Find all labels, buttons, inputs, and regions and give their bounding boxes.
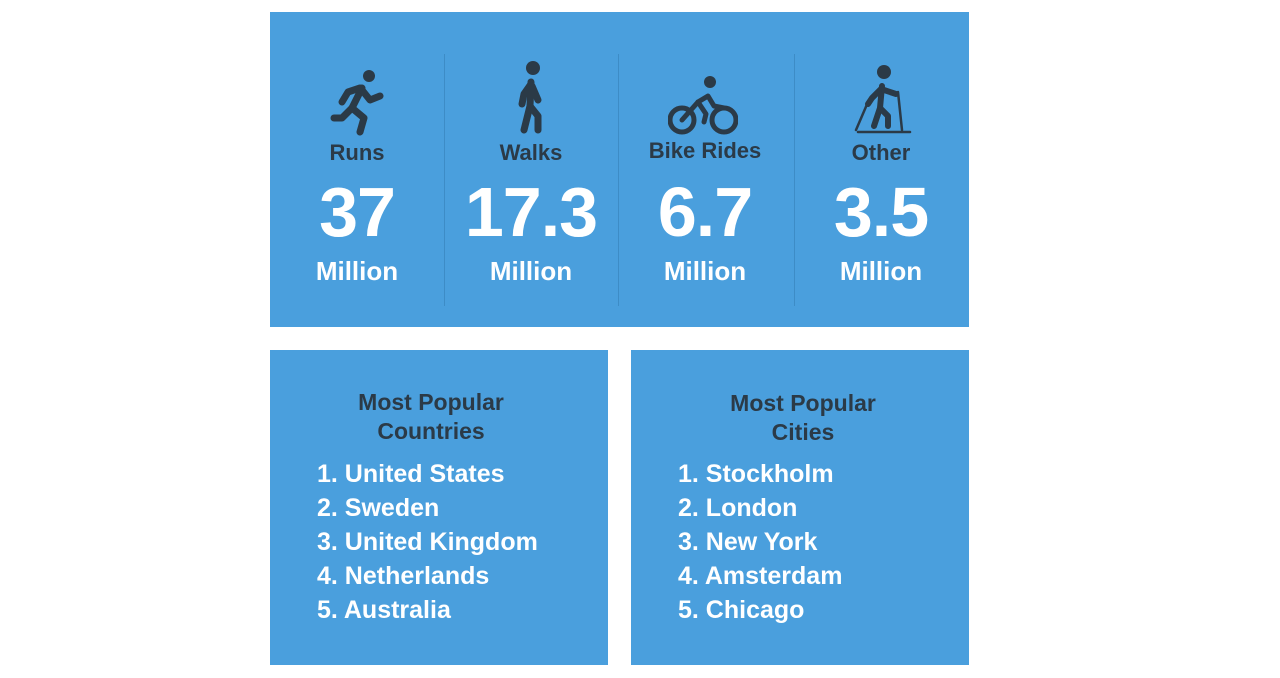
stat-label: Walks xyxy=(499,140,563,165)
bike-icon xyxy=(668,76,738,135)
title-line: Cities xyxy=(771,419,835,445)
walk-icon xyxy=(518,61,542,134)
stat-value: 37 xyxy=(319,173,396,251)
list-item: 3. New York xyxy=(678,528,818,556)
stat-label: Runs xyxy=(329,140,385,165)
list-item: 1. Stockholm xyxy=(678,460,834,488)
list-item: 1. United States xyxy=(317,460,505,488)
stat-unit: Million xyxy=(489,256,573,286)
stat-label: Bike Rides xyxy=(648,138,762,163)
list-item: 4. Netherlands xyxy=(317,562,490,590)
ranked-list: 1. Stockholm 2. London 3. New York 4. Am… xyxy=(678,457,842,627)
stat-unit: Million xyxy=(839,256,923,286)
list-item: 5. Australia xyxy=(317,596,451,624)
title-line: Most Popular xyxy=(358,389,504,415)
ranked-list: 1. United States 2. Sweden 3. United Kin… xyxy=(317,457,538,627)
stat-walks: Walks 17.3 Million xyxy=(444,12,618,327)
separator xyxy=(444,54,445,306)
list-item: 4. Amsterdam xyxy=(678,562,843,590)
run-icon xyxy=(330,70,384,136)
countries-panel: Most Popular Countries 1. United States … xyxy=(270,350,608,665)
stat-value: 3.5 xyxy=(833,173,929,251)
list-item: 5. Chicago xyxy=(678,596,805,624)
ski-icon xyxy=(854,65,912,134)
stat-runs: Runs 37 Million xyxy=(270,12,444,327)
separator xyxy=(618,54,619,306)
stats-panel: Runs 37 Million Walks 17.3 Million xyxy=(270,12,969,327)
stat-value: 6.7 xyxy=(657,173,753,251)
list-item: 2. London xyxy=(678,494,798,522)
stat-value: 17.3 xyxy=(464,173,598,251)
stat-unit: Million xyxy=(663,256,747,286)
separator xyxy=(794,54,795,306)
panel-title: Most Popular Cities xyxy=(634,389,972,447)
stat-label: Other xyxy=(851,140,911,165)
title-line: Most Popular xyxy=(730,390,876,416)
list-item: 3. United Kingdom xyxy=(317,528,538,556)
panel-title: Most Popular Countries xyxy=(262,388,600,446)
title-line: Countries xyxy=(377,418,485,444)
stat-other: Other 3.5 Million xyxy=(794,12,968,327)
list-item: 2. Sweden xyxy=(317,494,440,522)
stat-unit: Million xyxy=(315,256,399,286)
stat-bike: Bike Rides 6.7 Million xyxy=(618,12,792,327)
cities-panel: Most Popular Cities 1. Stockholm 2. Lond… xyxy=(631,350,969,665)
